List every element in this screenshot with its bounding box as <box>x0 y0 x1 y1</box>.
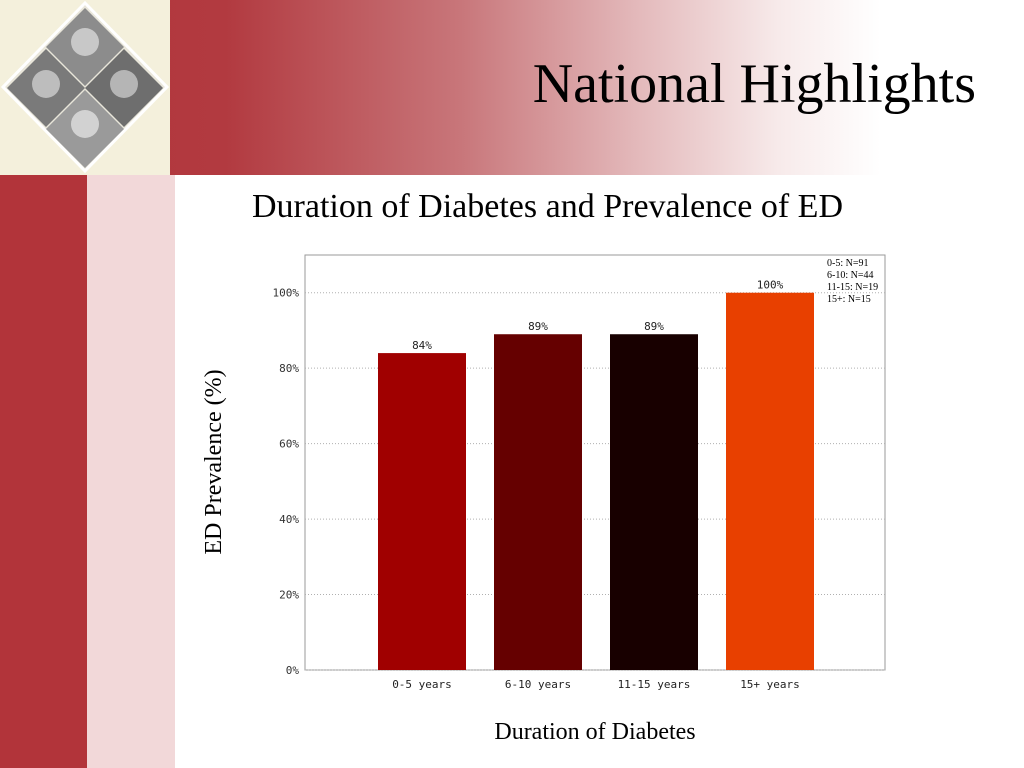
x-category-label: 6-10 years <box>505 678 571 691</box>
y-tick-label: 80% <box>279 362 299 375</box>
header-photo-collage <box>0 0 170 175</box>
left-accent-band <box>0 175 87 768</box>
left-accent-band-light <box>87 175 175 768</box>
x-category-label: 11-15 years <box>618 678 691 691</box>
bar-value-label: 100% <box>757 279 784 292</box>
chart-title: Duration of Diabetes and Prevalence of E… <box>252 188 843 225</box>
legend-entry: 11-15: N=19 <box>827 282 878 293</box>
y-tick-label: 100% <box>273 287 300 300</box>
bar <box>610 334 698 670</box>
y-tick-label: 0% <box>286 664 300 677</box>
bar <box>494 334 582 670</box>
page-title: National Highlights <box>532 53 976 115</box>
bars <box>378 292 814 670</box>
y-tick-label: 40% <box>279 513 299 526</box>
y-tick-label: 20% <box>279 589 299 602</box>
bar-value-labels: 84% 89% 89% 100% <box>412 279 784 352</box>
y-tick-label: 60% <box>279 438 299 451</box>
legend-entry: 15+: N=15 <box>827 294 871 305</box>
bar-value-label: 89% <box>528 320 548 333</box>
x-axis-title: Duration of Diabetes <box>494 719 695 745</box>
y-axis-title: ED Prevalence (%) <box>201 369 227 554</box>
header-band <box>0 0 1024 175</box>
bar <box>726 292 814 670</box>
legend-entry: 6-10: N=44 <box>827 270 873 281</box>
x-category-label: 15+ years <box>740 678 800 691</box>
legend-entry: 0-5: N=91 <box>827 258 868 269</box>
y-tick-labels: 0% 20% 40% 60% 80% 100% <box>273 287 300 677</box>
bar <box>378 353 466 670</box>
bar-value-label: 84% <box>412 339 432 352</box>
x-category-label: 0-5 years <box>392 678 452 691</box>
photo-collage-image <box>0 0 170 174</box>
x-category-labels: 0-5 years 6-10 years 11-15 years 15+ years <box>392 678 800 691</box>
bar-value-label: 89% <box>644 320 664 333</box>
